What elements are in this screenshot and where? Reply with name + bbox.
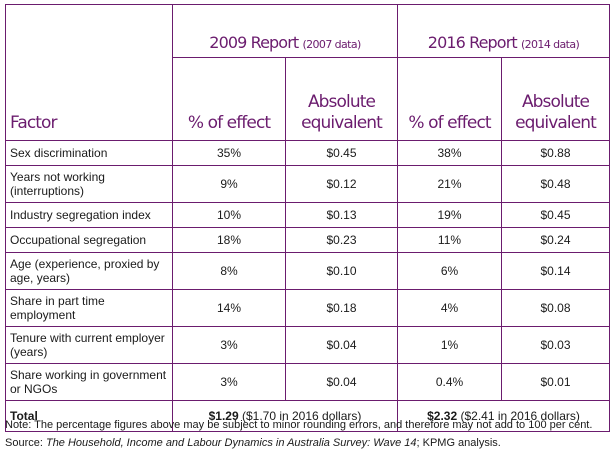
pct-2009-cell: 14% (172, 289, 286, 327)
table-container: 2009 Report (2007 data) 2016 Report (201… (5, 4, 610, 432)
abs-2016-cell: $0.88 (501, 140, 610, 166)
absolute-2016-header: Absolute equivalent (501, 57, 610, 141)
factor-cell: Share in part time employment (5, 289, 173, 327)
abs-2016-cell: $0.03 (501, 326, 610, 364)
table-row: Share in part time employment 14% $0.18 … (5, 289, 610, 327)
pct-2009-cell: 9% (172, 165, 286, 203)
table-row: Age (experience, proxied by age, years) … (5, 252, 610, 290)
factor-header: Factor (5, 57, 173, 141)
pct-effect-2016-header: % of effect (397, 57, 502, 141)
absolute-2009-header: Absolute equivalent (285, 57, 398, 141)
table-notes: Note: The percentage figures above may b… (5, 416, 611, 452)
pct-2009-cell: 18% (172, 227, 286, 253)
note-text: Note: The percentage figures above may b… (5, 419, 593, 431)
abs-2016-cell: $0.24 (501, 227, 610, 253)
factor-cell: Tenure with current employer (years) (5, 326, 173, 364)
abs-2009-cell: $0.04 (285, 326, 398, 364)
pct-2016-cell: 19% (397, 202, 502, 228)
abs-2009-cell: $0.45 (285, 140, 398, 166)
total-2009-cell: $1.29 ($1.70 in 2016 dollars) (172, 400, 398, 432)
abs-2009-cell: $0.23 (285, 227, 398, 253)
factors-table: 2009 Report (2007 data) 2016 Report (201… (5, 4, 610, 432)
factor-cell: Industry segregation index (5, 202, 173, 228)
pct-2016-cell: 4% (397, 289, 502, 327)
source-text: Source: The Household, Income and Labour… (5, 437, 501, 449)
abs-2009-cell: $0.10 (285, 252, 398, 290)
abs-2009-cell: $0.18 (285, 289, 398, 327)
table-row: Tenure with current employer (years) 3% … (5, 326, 610, 364)
abs-2009-cell: $0.04 (285, 363, 398, 401)
factor-cell: Occupational segregation (5, 227, 173, 253)
report-2009-header: 2009 Report (2007 data) (172, 4, 398, 58)
abs-2016-cell: $0.45 (501, 202, 610, 228)
pct-2009-cell: 10% (172, 202, 286, 228)
table-row: Share working in government or NGOs 3% $… (5, 363, 610, 401)
total-label: Total (5, 400, 173, 432)
column-header-row: Factor % of effect Absolute equivalent % … (5, 57, 610, 141)
pct-2009-cell: 8% (172, 252, 286, 290)
pct-2016-cell: 11% (397, 227, 502, 253)
table-row: Sex discrimination 35% $0.45 38% $0.88 (5, 140, 610, 166)
factor-cell: Years not working (interruptions) (5, 165, 173, 203)
pct-2016-cell: 0.4% (397, 363, 502, 401)
total-2016-cell: $2.32 ($2.41 in 2016 dollars) (397, 400, 610, 432)
table-row: Years not working (interruptions) 9% $0.… (5, 165, 610, 203)
pct-effect-2009-header: % of effect (172, 57, 286, 141)
empty-header-cell (5, 4, 173, 58)
abs-2009-cell: $0.12 (285, 165, 398, 203)
pct-2009-cell: 35% (172, 140, 286, 166)
pct-2016-cell: 1% (397, 326, 502, 364)
pct-2009-cell: 3% (172, 363, 286, 401)
abs-2016-cell: $0.14 (501, 252, 610, 290)
table-row: Occupational segregation 18% $0.23 11% $… (5, 227, 610, 253)
abs-2016-cell: $0.01 (501, 363, 610, 401)
abs-2009-cell: $0.13 (285, 202, 398, 228)
factor-cell: Share working in government or NGOs (5, 363, 173, 401)
factor-cell: Sex discrimination (5, 140, 173, 166)
pct-2016-cell: 6% (397, 252, 502, 290)
report-header-row: 2009 Report (2007 data) 2016 Report (201… (5, 4, 610, 58)
pct-2016-cell: 21% (397, 165, 502, 203)
pct-2009-cell: 3% (172, 326, 286, 364)
abs-2016-cell: $0.08 (501, 289, 610, 327)
table-row: Industry segregation index 10% $0.13 19%… (5, 202, 610, 228)
pct-2016-cell: 38% (397, 140, 502, 166)
report-2016-header: 2016 Report (2014 data) (397, 4, 610, 58)
factor-cell: Age (experience, proxied by age, years) (5, 252, 173, 290)
abs-2016-cell: $0.48 (501, 165, 610, 203)
total-row: Total $1.29 ($1.70 in 2016 dollars) $2.3… (5, 400, 610, 432)
